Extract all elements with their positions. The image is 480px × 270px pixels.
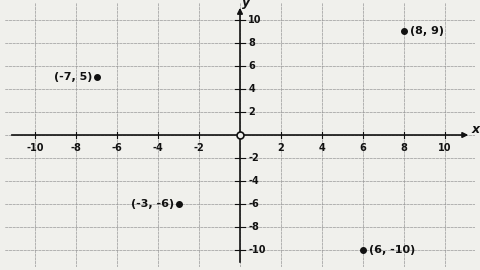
Text: -4: -4	[153, 143, 164, 153]
Text: (-7, 5): (-7, 5)	[54, 72, 93, 82]
Text: -2: -2	[194, 143, 204, 153]
Text: -8: -8	[248, 222, 259, 232]
Text: x: x	[471, 123, 479, 136]
Text: -10: -10	[27, 143, 44, 153]
Text: 8: 8	[400, 143, 407, 153]
Text: 4: 4	[318, 143, 325, 153]
Text: -2: -2	[248, 153, 259, 163]
Text: 4: 4	[248, 84, 255, 94]
Text: (6, -10): (6, -10)	[369, 245, 415, 255]
Text: 6: 6	[360, 143, 366, 153]
Text: (-3, -6): (-3, -6)	[132, 199, 175, 209]
Text: 6: 6	[248, 61, 255, 71]
Text: 2: 2	[248, 107, 255, 117]
Text: -10: -10	[248, 245, 266, 255]
Text: 8: 8	[248, 38, 255, 48]
Text: -6: -6	[248, 199, 259, 209]
Text: 2: 2	[277, 143, 284, 153]
Text: -8: -8	[71, 143, 82, 153]
Text: -4: -4	[248, 176, 259, 186]
Text: 10: 10	[438, 143, 451, 153]
Text: (8, 9): (8, 9)	[410, 26, 444, 36]
Text: 10: 10	[248, 15, 262, 25]
Text: y: y	[242, 0, 250, 9]
Text: -6: -6	[112, 143, 123, 153]
